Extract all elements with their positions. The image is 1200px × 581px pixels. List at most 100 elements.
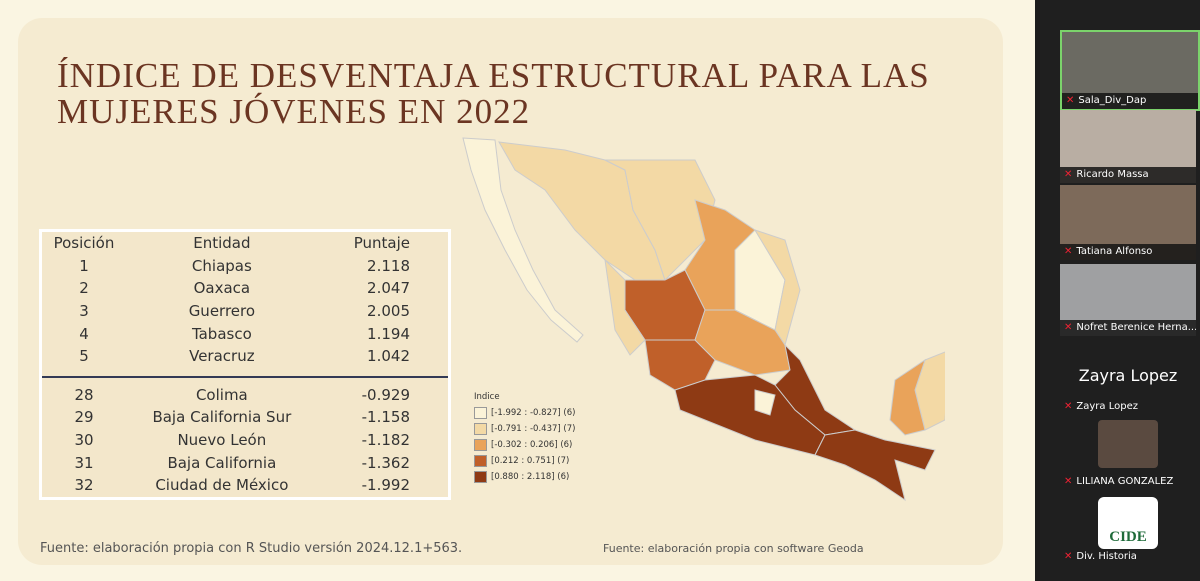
- participant-label: ✕ Sala_Div_Dap: [1062, 93, 1198, 109]
- table-header: Posición Entidad Puntaje: [42, 232, 448, 255]
- table-gap: [42, 377, 448, 384]
- table-cell: Chiapas: [191, 256, 252, 275]
- table-row: 29 Baja California Sur -1.158: [42, 406, 448, 429]
- map-legend: Indice [-1.992 : -0.827] (6) [-0.791 : -0…: [474, 392, 575, 485]
- participant-label: ✕ Nofret Berenice Herna...: [1060, 320, 1196, 336]
- participant-name: Nofret Berenice Herna...: [1076, 322, 1196, 333]
- table-cell: 2.118: [367, 256, 410, 275]
- table-cell: Colima: [195, 385, 248, 404]
- participant-label: ✕ Tatiana Alfonso: [1060, 244, 1196, 260]
- legend-swatch: [474, 407, 487, 419]
- mic-muted-icon: ✕: [1064, 246, 1073, 257]
- slide: ÍNDICE DE DESVENTAJA ESTRUCTURAL PARA LA…: [0, 0, 1035, 581]
- table-cell: 3: [79, 302, 89, 321]
- source-right: Fuente: elaboración propia con software …: [603, 542, 864, 555]
- participant-tile: ✕ LILIANA GONZALEZ: [1060, 418, 1196, 490]
- region: [604, 159, 716, 281]
- table-row: 3 Guerrero 2.005: [42, 300, 448, 323]
- table-cell: 1.194: [367, 324, 410, 343]
- table-cell: -1.182: [361, 431, 410, 450]
- table-cell: -1.362: [361, 453, 410, 472]
- mic-muted-icon: ✕: [1064, 322, 1073, 333]
- mic-muted-icon: ✕: [1064, 476, 1073, 487]
- table-divider: [42, 367, 448, 378]
- table-cell: -1.992: [361, 476, 410, 495]
- table-row: 28 Colima -0.929: [42, 384, 448, 407]
- table-cell: 2.047: [367, 279, 410, 298]
- region: [754, 389, 776, 416]
- source-left: Fuente: elaboración propia con R Studio …: [40, 541, 463, 556]
- legend-item: [-1.992 : -0.827] (6): [474, 405, 575, 421]
- region: [889, 358, 926, 436]
- participant-name: Tatiana Alfonso: [1076, 246, 1153, 257]
- legend-item: [0.212 : 0.751] (7): [474, 453, 575, 469]
- table-cell: Tabasco: [191, 324, 252, 343]
- table-row: 32 Ciudad de México -1.992: [42, 474, 448, 497]
- table-cell: 2.005: [367, 302, 410, 321]
- table-cell: 31: [74, 453, 94, 472]
- table-cell: 5: [79, 347, 89, 366]
- participant-name-large: Zayra Lopez: [1078, 366, 1178, 385]
- participant-name: LILIANA GONZALEZ: [1076, 476, 1174, 487]
- region: [814, 429, 936, 502]
- table-cell: Entidad: [193, 234, 251, 253]
- slide-title: ÍNDICE DE DESVENTAJA ESTRUCTURAL PARA LA…: [57, 56, 930, 131]
- table-cell: Posición: [53, 234, 115, 253]
- table-cell: -0.929: [361, 385, 410, 404]
- mic-muted-icon: ✕: [1064, 169, 1073, 180]
- participant-label: ✕ LILIANA GONZALEZ: [1060, 474, 1196, 490]
- legend-label: [-0.791 : -0.437] (7): [491, 424, 576, 434]
- table-row: 2 Oaxaca 2.047: [42, 277, 448, 300]
- region: [462, 137, 584, 343]
- mic-muted-icon: ✕: [1066, 95, 1075, 106]
- table-cell: Baja California: [167, 453, 277, 472]
- cide-logo: CIDE: [1098, 497, 1158, 549]
- table-cell: Puntaje: [353, 234, 410, 253]
- table-cell: 28: [74, 385, 94, 404]
- mic-muted-icon: ✕: [1064, 401, 1073, 412]
- legend-item: [0.880 : 2.118] (6): [474, 469, 575, 485]
- table-cell: 4: [79, 324, 89, 343]
- table-cell: Ciudad de México: [155, 476, 289, 495]
- table-cell: 30: [74, 431, 94, 450]
- legend-swatch: [474, 439, 487, 451]
- table-row: 5 Veracruz 1.042: [42, 345, 448, 368]
- ranking-table: Posición Entidad Puntaje 1 Chiapas 2.118 2 Oaxa…: [39, 229, 451, 500]
- legend-label: [-1.992 : -0.827] (6): [491, 408, 576, 418]
- divider-cell: [42, 367, 448, 378]
- legend-label: [0.212 : 0.751] (7): [491, 456, 570, 466]
- table-cell: Baja California Sur: [152, 408, 292, 427]
- participant-label: ✕ Div. Historia: [1060, 549, 1196, 565]
- participant-label: ✕ Zayra Lopez: [1060, 399, 1196, 415]
- table-row: 31 Baja California -1.362: [42, 451, 448, 474]
- participant-name: Ricardo Massa: [1076, 169, 1149, 180]
- table-cell: Veracruz: [189, 347, 255, 366]
- table: Posición Entidad Puntaje 1 Chiapas 2.118 2 Oaxa…: [42, 232, 448, 497]
- gap-cell: [42, 377, 448, 384]
- participant-tile: ✕ Tatiana Alfonso: [1060, 185, 1196, 260]
- legend-swatch: [474, 471, 487, 483]
- participant-name: Zayra Lopez: [1076, 401, 1138, 412]
- map: [462, 137, 945, 502]
- table-cell: Oaxaca: [193, 279, 251, 298]
- legend-item: [-0.302 : 0.206] (6): [474, 437, 575, 453]
- table-row: 4 Tabasco 1.194: [42, 322, 448, 345]
- legend-title: Indice: [474, 392, 500, 402]
- avatar: [1098, 420, 1158, 468]
- participant-tile: CIDE ✕ Div. Historia: [1060, 495, 1196, 565]
- table-cell: 29: [74, 408, 94, 427]
- table-cell: Guerrero: [188, 302, 256, 321]
- legend-item: [-0.791 : -0.437] (7): [474, 421, 575, 437]
- participant-tile: Zayra Lopez ✕ Zayra Lopez: [1060, 340, 1196, 415]
- legend-items: [-1.992 : -0.827] (6) [-0.791 : -0.437] (…: [474, 405, 575, 485]
- table-cell: 2: [79, 279, 89, 298]
- legend-swatch: [474, 455, 487, 467]
- legend-label: [-0.302 : 0.206] (6): [491, 440, 573, 450]
- participant-name: Div. Historia: [1076, 551, 1137, 562]
- participant-label: ✕ Ricardo Massa: [1060, 167, 1196, 183]
- table-cell: -1.158: [361, 408, 410, 427]
- mic-muted-icon: ✕: [1064, 551, 1073, 562]
- participant-tile: ✕ Ricardo Massa: [1060, 110, 1196, 183]
- table-row: 30 Nuevo León -1.182: [42, 429, 448, 452]
